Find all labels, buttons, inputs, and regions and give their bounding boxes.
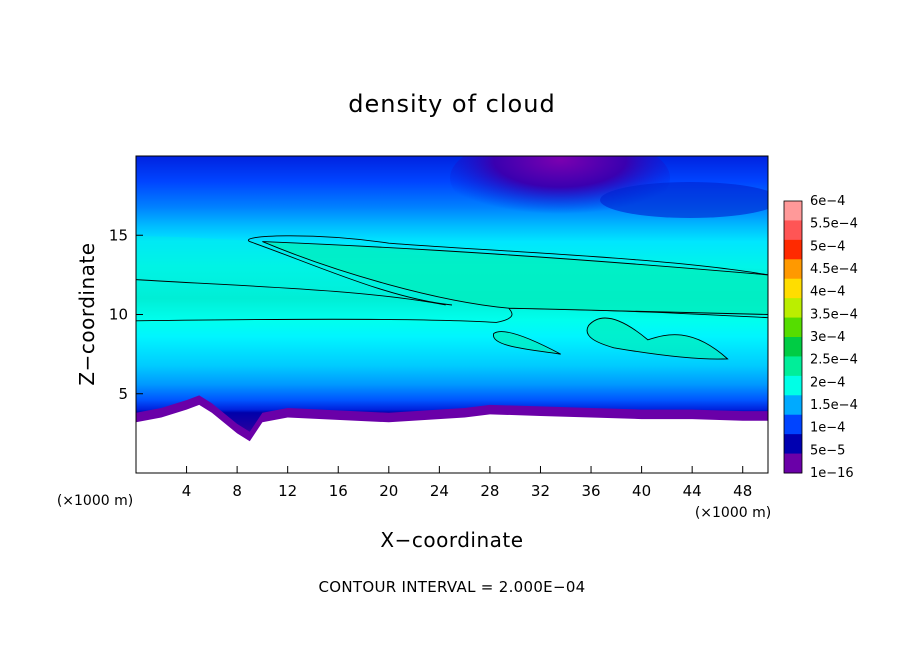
- x-tick-label: 24: [430, 482, 449, 500]
- colorbar-label: 3e−4: [810, 330, 845, 345]
- contour-line: [136, 279, 446, 306]
- x-tick-label: 32: [531, 482, 550, 500]
- colorbar-label: 6e−4: [810, 194, 845, 209]
- x-tick-label: 44: [683, 482, 702, 500]
- colorbar-label: 4e−4: [810, 285, 845, 300]
- x-tick-label: 48: [733, 482, 752, 500]
- y-unit-label: (×1000 m): [57, 493, 133, 509]
- colorbar: 6e−4 5.5e−4 5e−4 4.5e−4 4e−4 3.5e−4 3e−4 2.5e−4…: [783, 194, 858, 481]
- x-tick-label: 8: [232, 482, 242, 500]
- colorbar-frame: [783, 200, 803, 474]
- x-tick-label: 4: [182, 482, 192, 500]
- colorbar-swatch: [784, 395, 802, 416]
- colorbar-label: 5e−4: [810, 239, 845, 254]
- contour-line: [136, 307, 768, 323]
- colorbar-swatch: [784, 201, 802, 221]
- colorbar-swatch: [784, 375, 802, 396]
- colorbar-swatch: [784, 434, 802, 455]
- x-tick-label: 12: [278, 482, 297, 500]
- colorbar-swatch: [784, 298, 802, 319]
- high-density-region: [262, 241, 768, 315]
- colorbar-swatch: [784, 317, 802, 338]
- x-unit-label: (×1000 m): [695, 505, 771, 521]
- contour-interval-footer: CONTOUR INTERVAL = 2.000E−04: [318, 578, 585, 596]
- y-tick-label: 15: [109, 226, 128, 244]
- colorbar-swatch: [784, 337, 802, 357]
- colorbar-label: 1e−4: [810, 421, 845, 436]
- colorbar-label: 5.5e−4: [810, 217, 858, 232]
- upper-dark-streak: [600, 182, 768, 218]
- colorbar-swatch: [784, 356, 802, 377]
- plot-area: [136, 156, 768, 473]
- y-axis-title: Z−coordinate: [75, 242, 99, 385]
- chart-title: density of cloud: [348, 90, 555, 118]
- high-density-region: [493, 331, 561, 355]
- colorbar-label: 2.5e−4: [810, 353, 858, 368]
- colorbar-label: 5e−5: [810, 443, 845, 458]
- x-tick-label: 20: [379, 482, 398, 500]
- colorbar-swatch: [784, 453, 802, 474]
- contour-lines: [136, 235, 768, 360]
- colorbar-label: 3.5e−4: [810, 307, 858, 322]
- colorbar-label: 2e−4: [810, 375, 845, 390]
- x-tick-label: 36: [581, 482, 600, 500]
- y-tick-label: 5: [118, 385, 128, 403]
- contour-line: [247, 235, 768, 306]
- y-axis: 5 10 15: [109, 226, 143, 403]
- high-density-region: [586, 317, 729, 360]
- x-axis-title: X−coordinate: [380, 528, 523, 552]
- colorbar-label: 4.5e−4: [810, 262, 858, 277]
- colorbar-swatch: [784, 220, 802, 241]
- x-tick-label: 16: [329, 482, 348, 500]
- colorbar-swatch: [784, 278, 802, 299]
- colorbar-swatch: [784, 239, 802, 260]
- x-tick-label: 40: [632, 482, 651, 500]
- colorbar-label: 1e−16: [810, 466, 854, 481]
- colorbar-label: 1.5e−4: [810, 398, 858, 413]
- x-axis: 4 8 12 16 20 24 28 32 36 40 44 48: [182, 466, 752, 500]
- terrain: [136, 395, 768, 473]
- terrain-mask: [136, 404, 768, 473]
- colorbar-swatch: [784, 414, 802, 435]
- x-tick-label: 28: [480, 482, 499, 500]
- y-tick-label: 10: [109, 306, 128, 324]
- colorbar-swatch: [784, 259, 802, 280]
